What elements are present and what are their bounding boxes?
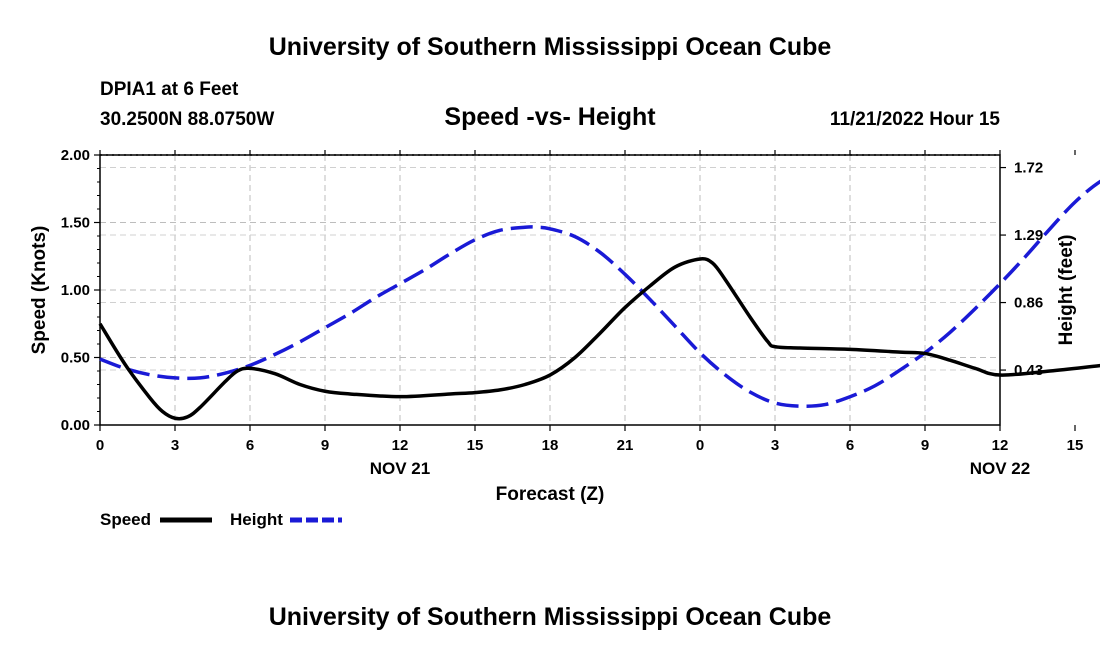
legend: Speed Height bbox=[100, 510, 342, 529]
series-layer bbox=[98, 179, 1100, 421]
x-axis-label: Forecast (Z) bbox=[496, 484, 605, 505]
y-tick-label: 0.00 bbox=[61, 417, 90, 434]
x-tick-label: 9 bbox=[921, 437, 929, 454]
page-title: University of Southern Mississippi Ocean… bbox=[269, 33, 832, 61]
date-label: 11/21/2022 Hour 15 bbox=[830, 109, 1000, 130]
x-tick-label: 6 bbox=[246, 437, 254, 454]
y-tick-label: 0.50 bbox=[61, 350, 90, 367]
axis-ticks bbox=[94, 150, 1076, 431]
x-tick-label: 3 bbox=[171, 437, 179, 454]
series-line-height bbox=[99, 179, 1100, 408]
x-tick-label: 12 bbox=[992, 437, 1009, 454]
day-label: NOV 22 bbox=[970, 459, 1030, 478]
y-tick-label: 1.50 bbox=[61, 215, 90, 232]
y-tick-label: 2.00 bbox=[61, 147, 90, 164]
location-label: 30.2500N 88.0750W bbox=[100, 109, 274, 130]
x-tick-label: 0 bbox=[696, 437, 704, 454]
y2-tick-label: 1.72 bbox=[1014, 160, 1043, 177]
x-tick-label: 21 bbox=[617, 437, 634, 454]
x-tick-label: 15 bbox=[467, 437, 484, 454]
y2-tick-label: 1.29 bbox=[1014, 227, 1043, 244]
grid bbox=[100, 155, 1000, 425]
series-line-speed bbox=[98, 257, 1100, 421]
y2-tick-label: 0.43 bbox=[1014, 362, 1043, 379]
legend-height-label: Height bbox=[230, 510, 283, 529]
y-axis-label: Speed (Knots) bbox=[29, 226, 50, 355]
x-tick-label: 18 bbox=[542, 437, 559, 454]
x-tick-label: 3 bbox=[771, 437, 779, 454]
day-label: NOV 21 bbox=[370, 459, 430, 478]
y2-axis-label: Height (feet) bbox=[1056, 235, 1077, 346]
legend-speed-label: Speed bbox=[100, 510, 151, 529]
footer-title: University of Southern Mississippi Ocean… bbox=[269, 603, 832, 631]
x-tick-label: 15 bbox=[1067, 437, 1084, 454]
x-tick-label: 0 bbox=[96, 437, 104, 454]
chart-title: Speed -vs- Height bbox=[444, 103, 656, 131]
x-tick-label: 6 bbox=[846, 437, 854, 454]
x-tick-label: 9 bbox=[321, 437, 329, 454]
x-tick-label: 12 bbox=[392, 437, 409, 454]
y2-tick-label: 0.86 bbox=[1014, 295, 1043, 312]
y-tick-label: 1.00 bbox=[61, 282, 90, 299]
station-label: DPIA1 at 6 Feet bbox=[100, 79, 239, 100]
